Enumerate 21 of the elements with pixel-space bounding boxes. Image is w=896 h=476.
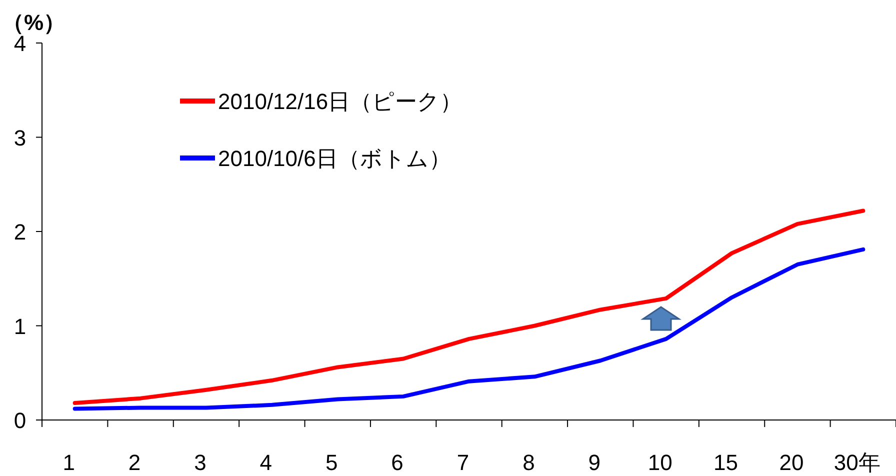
y-tick-label: 3: [14, 125, 26, 150]
x-tick-label: 2: [128, 450, 141, 475]
x-tick-label: 8: [522, 450, 535, 475]
line-series: [72, 208, 866, 406]
legend-label: 2010/12/16日（ピーク）: [218, 89, 462, 114]
line-series: [72, 247, 866, 411]
x-tick-label: 10: [648, 450, 672, 475]
legend-label: 2010/10/6日（ボトム）: [218, 146, 451, 171]
x-tick-label: 30年: [834, 450, 880, 475]
x-tick-label: 1: [62, 450, 75, 475]
x-tick-label: 5: [325, 450, 338, 475]
x-tick-label: 9: [588, 450, 601, 475]
y-tick-label: 1: [14, 314, 26, 339]
x-tick-label: 3: [194, 450, 206, 475]
y-tick-label: 0: [14, 408, 26, 433]
x-tick-label: 15: [714, 450, 738, 475]
x-tick-label: 7: [456, 450, 470, 475]
y-tick-label: 2: [14, 220, 26, 244]
x-tick-label: 20: [779, 450, 804, 475]
x-tick-label: 6: [391, 450, 404, 475]
x-tick-label: 4: [260, 450, 272, 475]
